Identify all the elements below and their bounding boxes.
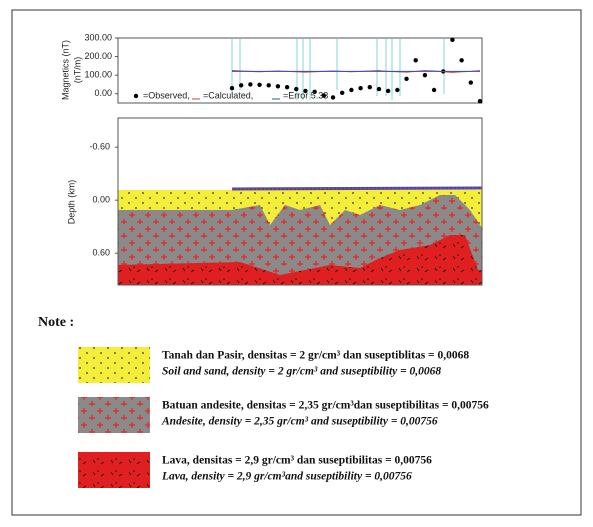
observed-point	[468, 80, 474, 85]
observed-point	[340, 90, 345, 95]
y-axis-title: Depth (km)	[66, 180, 76, 225]
y-tick-label: 300.00	[84, 32, 112, 42]
observed-point	[459, 58, 464, 63]
observed-point	[238, 83, 244, 88]
y-tick-label: -0.60	[89, 142, 110, 152]
observed-point	[229, 85, 235, 91]
note-label-en: Lava, density = 2,9 gr/cm³and suseptibil…	[161, 471, 412, 483]
observed-point	[303, 88, 308, 94]
observed-point	[330, 95, 336, 100]
observed-point	[349, 87, 354, 93]
observed-point	[284, 85, 290, 90]
note-label: Lava, densitas = 2,9 gr/cm³ dan suseptib…	[162, 455, 432, 467]
y-tick-label: 0.60	[92, 248, 110, 258]
observed-point	[422, 72, 428, 78]
observed-point	[376, 86, 382, 92]
observed-point	[321, 93, 327, 98]
legend-swatch-pattern	[78, 347, 150, 383]
observed-point	[312, 89, 317, 95]
legend-marker	[133, 93, 139, 99]
y-tick-label: 100.00	[84, 70, 112, 80]
mag-frame	[117, 37, 483, 104]
observed-point	[266, 83, 271, 88]
observed-point	[450, 37, 455, 43]
y-tick-label: 0.00	[94, 88, 112, 98]
observed-point	[275, 84, 281, 89]
legend-label: =Calculated,	[203, 90, 253, 100]
observed-point	[395, 87, 400, 93]
observed-point	[477, 98, 483, 104]
observed-point	[413, 58, 418, 63]
observed-point	[367, 85, 372, 90]
y-tick-label: 200.00	[84, 51, 112, 61]
legend-label: =Observed,	[143, 90, 190, 100]
legend-label: =Error 5.33	[283, 90, 328, 100]
observed-point	[358, 85, 363, 91]
legend-swatch-pattern	[78, 397, 150, 433]
legend-swatch-pattern	[78, 452, 150, 488]
y-tick-label: 0.00	[92, 195, 110, 205]
layer-pattern	[118, 235, 482, 285]
observed-point	[431, 87, 437, 93]
error-spikes	[231, 38, 445, 100]
observed-point	[257, 82, 262, 88]
note-label-en: Soil and sand, density = 2 gr/cm³ and su…	[162, 366, 441, 378]
observed-point	[404, 76, 409, 82]
stations	[231, 187, 483, 190]
observed-point	[385, 88, 391, 94]
observed-point	[248, 82, 253, 87]
y-axis-title: Magnetics (nT)	[60, 40, 70, 100]
note-label: Tanah dan Pasir, densitas = 2 gr/cm³ dan…	[162, 350, 469, 362]
note-title: Note :	[38, 315, 74, 330]
observed-point	[294, 86, 299, 92]
note-label-en: Andesite, density = 2,35 gr/cm³ and suse…	[161, 416, 438, 428]
y-axis-title: (nT/m)	[72, 57, 82, 84]
frame	[11, 9, 582, 516]
section-frame	[117, 117, 483, 286]
section	[118, 186, 483, 285]
note-label: Batuan andesite, densitas = 2,35 gr/cm³d…	[162, 400, 489, 412]
